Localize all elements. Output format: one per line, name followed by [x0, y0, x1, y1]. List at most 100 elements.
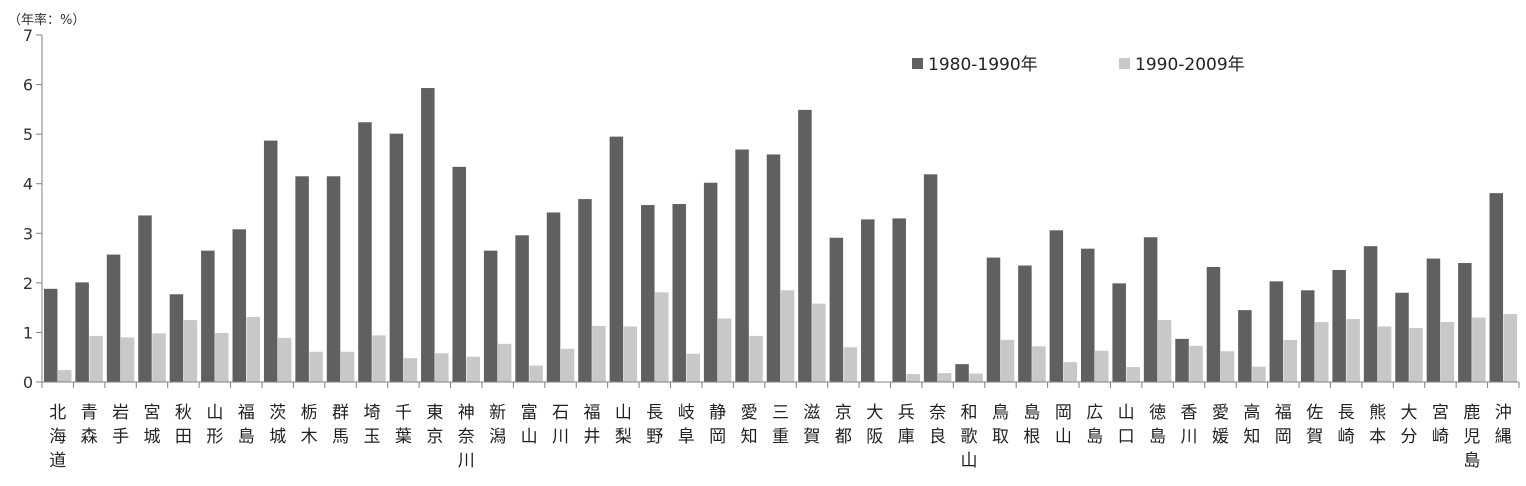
bar-series-1: [609, 136, 624, 382]
x-tick-label: 静岡: [709, 403, 726, 447]
x-tick-label: 愛媛: [1212, 403, 1229, 447]
bar-series-2: [120, 337, 135, 382]
bar-series-1: [1018, 265, 1032, 382]
bar-series-1: [986, 257, 1001, 382]
x-tick-label: 佐賀: [1306, 403, 1323, 447]
x-tick-label: 和歌山: [961, 403, 978, 471]
y-tick-label: 5: [23, 125, 33, 144]
bar-series-1: [955, 364, 969, 382]
x-tick-label: 宮城: [143, 403, 160, 447]
bar-series-1: [1175, 338, 1189, 382]
x-tick-label: 大阪: [866, 403, 883, 447]
bar-series-1: [138, 215, 152, 382]
x-tick-label: 福島: [238, 403, 255, 447]
x-tick-label: 埼玉: [363, 403, 380, 447]
x-tick-label: 群馬: [332, 403, 349, 447]
bar-series-1: [421, 88, 435, 382]
bar-series-1: [358, 122, 372, 382]
x-tick-label: 愛知: [741, 403, 758, 447]
x-tick-label: 奈良: [929, 403, 946, 447]
bar-series-2: [592, 325, 606, 382]
bar-series-2: [937, 373, 952, 382]
bar-series-2: [749, 335, 763, 382]
x-tick-label: 山梨: [615, 403, 632, 447]
bar-series-2: [812, 303, 826, 382]
bar-series-1: [923, 174, 938, 382]
y-axis: 0 1 2 3 4 5 6 7: [23, 26, 43, 392]
bar-series-1: [169, 294, 184, 382]
x-tick-label: 島根: [1023, 403, 1040, 447]
bar-series-2: [1503, 314, 1518, 382]
y-tick-label: 6: [23, 76, 33, 95]
bar-series-1: [1332, 269, 1346, 382]
bar-series-1: [1363, 246, 1378, 382]
bar-series-2: [1032, 346, 1046, 382]
bar-series-2: [1346, 319, 1360, 382]
x-tick-label: 栃木: [301, 403, 318, 447]
x-tick-label: 神奈川: [458, 403, 475, 471]
bar-series-2: [529, 365, 543, 382]
bar-series-1: [829, 237, 844, 382]
x-tick-label: 香川: [1181, 403, 1198, 447]
x-axis: 北海道青森岩手宮城秋田山形福島茨城栃木群馬埼玉千葉東京神奈川新潟富山石川福井山梨…: [41, 381, 1520, 471]
legend-label: 1980-1990年: [928, 55, 1038, 75]
bar-series-1: [1269, 281, 1284, 382]
x-tick-label: 兵庫: [898, 403, 915, 447]
bar-series-1: [672, 204, 686, 382]
bar-series-2: [1189, 345, 1203, 382]
x-tick-label: 沖縄: [1495, 403, 1512, 447]
legend-label: 1990-2009年: [1135, 55, 1245, 75]
bar-series-1: [546, 212, 561, 382]
bar-series-2: [309, 351, 323, 382]
bar-series-2: [1220, 351, 1235, 382]
bar-series-1: [1395, 292, 1409, 382]
bar-series-2: [560, 348, 575, 382]
bar-series-2: [246, 317, 261, 382]
bar-series-2: [1095, 350, 1109, 382]
x-tick-label: 広島: [1086, 403, 1103, 447]
y-tick-label: 2: [23, 274, 33, 293]
bar-series-2: [780, 290, 795, 382]
bar-series-2: [1472, 317, 1486, 382]
bar-series-1: [861, 219, 875, 382]
bar-series-2: [372, 335, 386, 382]
bar-series-1: [1049, 230, 1064, 382]
bar-series-1: [389, 133, 404, 382]
bar-series-1: [295, 176, 309, 382]
bar-series-2: [1314, 322, 1329, 382]
bars: [43, 88, 1518, 383]
x-tick-label: 大分: [1401, 403, 1418, 447]
bar-series-1: [201, 250, 215, 382]
bar-series-2: [969, 373, 983, 382]
bar-series-1: [892, 218, 906, 382]
x-tick-label: 石川: [552, 403, 569, 447]
x-tick-label: 福井: [583, 403, 600, 447]
bar-series-1: [735, 149, 749, 382]
bar-series-1: [703, 182, 718, 382]
x-tick-label: 茨城: [269, 403, 286, 447]
bar-series-2: [152, 333, 166, 382]
bar-series-2: [340, 351, 355, 382]
bar-series-2: [57, 370, 72, 382]
bar-series-1: [798, 109, 812, 383]
bar-series-1: [43, 288, 58, 382]
x-tick-label: 滋賀: [803, 403, 820, 447]
bar-series-2: [1252, 366, 1266, 382]
bar-series-2: [1283, 339, 1298, 382]
x-tick-label: 鳥取: [992, 403, 1009, 447]
x-tick-label: 宮崎: [1432, 403, 1449, 447]
bar-series-2: [183, 320, 198, 382]
x-tick-label: 東京: [426, 403, 443, 447]
legend-swatch: [912, 58, 923, 69]
bar-series-2: [466, 356, 480, 382]
x-tick-label: 山形: [206, 403, 223, 447]
bar-series-2: [1063, 362, 1078, 382]
x-tick-label: 青森: [81, 403, 98, 447]
bar-series-1: [1238, 310, 1252, 382]
bar-series-1: [452, 166, 466, 382]
bar-series-2: [1157, 320, 1172, 382]
x-tick-label: 京都: [835, 403, 852, 447]
bar-series-1: [75, 282, 89, 382]
bar-series-2: [1377, 326, 1392, 382]
